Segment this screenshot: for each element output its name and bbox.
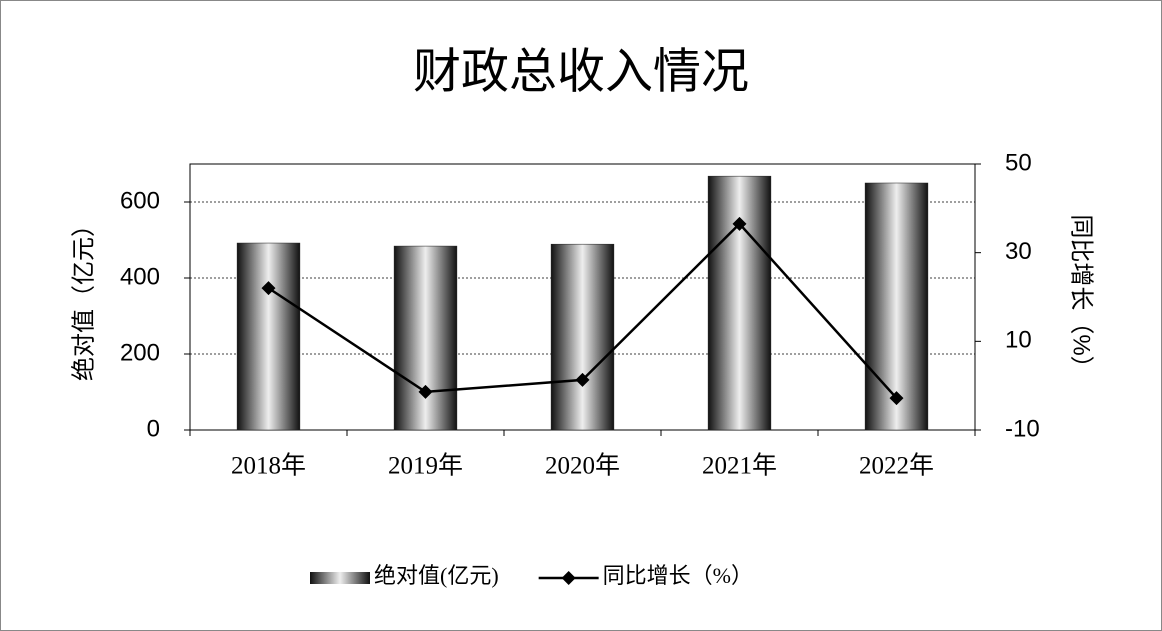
legend-swatch: [561, 571, 576, 585]
y2-tick-label: 50: [1005, 149, 1032, 176]
y2-tick-label: 10: [1005, 327, 1032, 354]
y2-tick-label: -10: [1005, 415, 1040, 442]
y-tick-label: 200: [120, 339, 160, 366]
x-tick-label: 2018年: [231, 452, 306, 480]
marker: [575, 372, 590, 387]
chart-title: 财政总收入情况: [413, 46, 749, 99]
bar: [707, 175, 772, 431]
legend-label: 绝对值(亿元): [374, 563, 499, 588]
marker: [889, 391, 904, 406]
y-tick-label: 600: [120, 187, 160, 214]
x-tick-label: 2022年: [859, 452, 934, 480]
x-tick-label: 2021年: [702, 452, 777, 480]
marker: [261, 281, 276, 296]
bar: [550, 243, 615, 431]
marker: [418, 384, 433, 399]
legend-swatch: [310, 572, 370, 584]
marker: [732, 216, 747, 231]
x-tick-label: 2019年: [388, 452, 463, 480]
y-axis-label: 绝对值（亿元）: [70, 213, 97, 381]
bar: [236, 242, 301, 431]
y-tick-label: 0: [147, 415, 160, 442]
bar: [393, 245, 458, 431]
y-tick-label: 400: [120, 263, 160, 290]
bar: [864, 182, 929, 431]
y2-tick-label: 30: [1005, 238, 1032, 265]
legend-label: 同比增长（%）: [603, 563, 753, 588]
y2-axis-label: 同比增长（%）: [1068, 214, 1095, 379]
x-tick-label: 2020年: [545, 452, 620, 480]
